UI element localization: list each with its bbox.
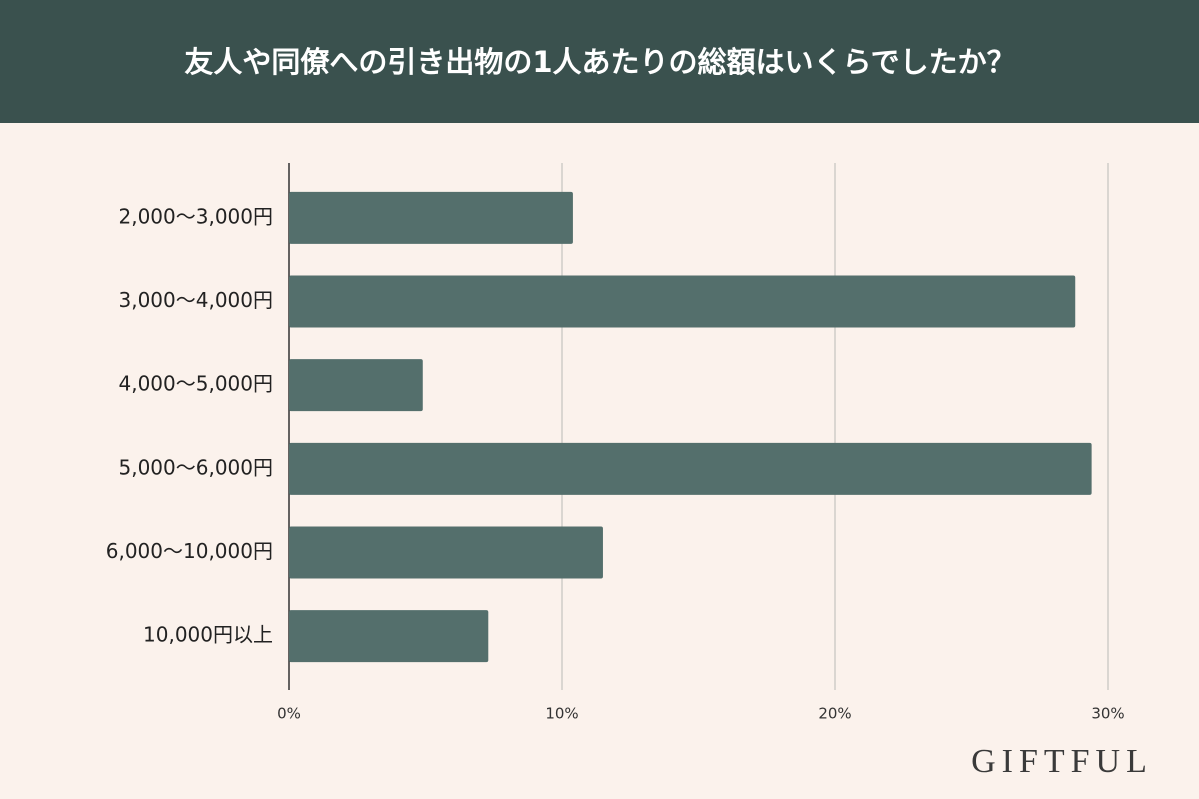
y-tick-label: 6,000〜10,000円 xyxy=(106,539,273,563)
y-tick-label: 2,000〜3,000円 xyxy=(118,204,273,228)
x-tick-label: 0% xyxy=(277,705,301,723)
y-tick-label: 5,000〜6,000円 xyxy=(118,455,273,479)
chart-title: 友人や同僚への引き出物の1人あたりの総額はいくらでしたか？ xyxy=(184,45,1015,79)
x-tick-label: 20% xyxy=(818,705,851,723)
bar xyxy=(289,359,423,412)
bar xyxy=(289,442,1092,495)
y-tick-label: 4,000〜5,000円 xyxy=(118,372,273,396)
bar xyxy=(289,610,489,663)
x-tick-label: 30% xyxy=(1091,705,1124,723)
bar xyxy=(289,191,573,244)
x-tick-label: 10% xyxy=(545,705,578,723)
bar xyxy=(289,526,603,579)
bar xyxy=(289,275,1076,328)
y-tick-label: 3,000〜4,000円 xyxy=(118,288,273,312)
brand-logo: GIFTFUL xyxy=(971,743,1153,780)
header xyxy=(0,0,1199,123)
y-tick-label: 10,000円以上 xyxy=(143,623,273,647)
